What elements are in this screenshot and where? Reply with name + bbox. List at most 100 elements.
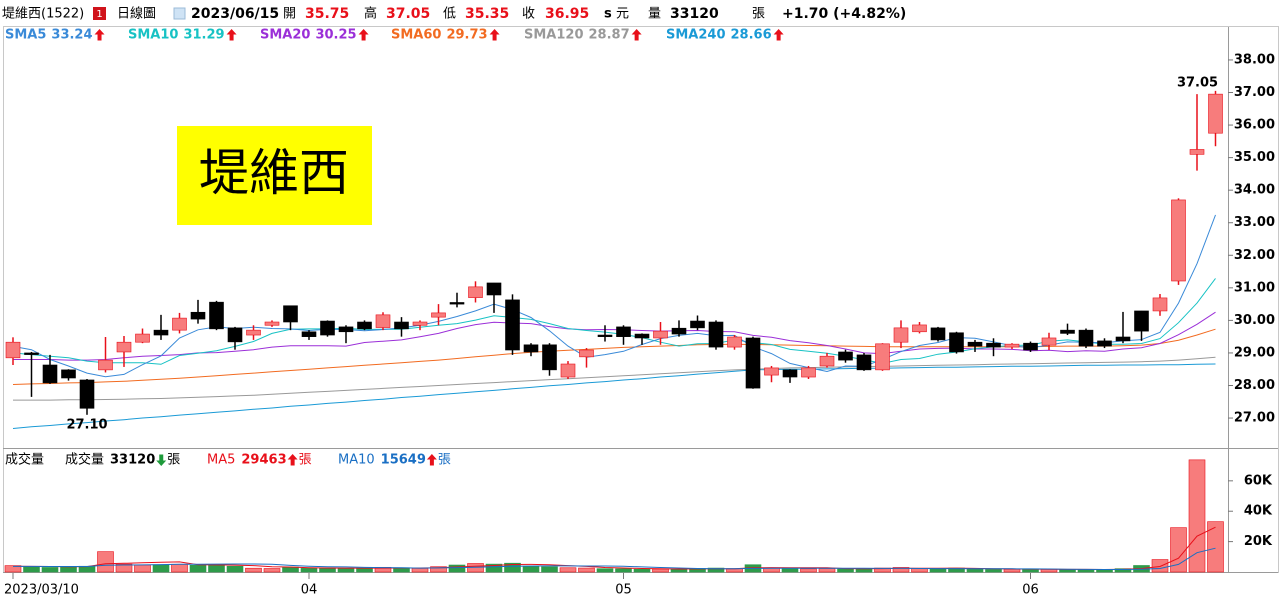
volume-bar [485,563,503,573]
high-label: 37.05 [1177,75,1218,90]
volume-bar [152,564,170,573]
overlay-box [177,126,372,225]
volume-bar [134,564,151,573]
legend-value: 28.66 [731,28,772,43]
legend-name: SMA120 [524,28,584,43]
legend-value: 15649 [381,453,426,468]
candle-body [98,359,113,371]
volume-bar [559,567,577,573]
low-value: 35.35 [465,6,509,22]
volume-bar [578,567,595,573]
y-tick-label: 29.00 [1234,345,1275,360]
candle-body [24,352,39,355]
candle-body [1134,310,1149,332]
volume-label: 量 [648,7,661,22]
arrow-up [773,29,784,41]
volume-bar [115,563,133,573]
y-tick-label: 20K [1244,534,1273,549]
volume-bar [707,567,725,573]
ma-line [13,356,1216,401]
period-icon [173,7,186,20]
candle-body [671,327,687,335]
candle-body [819,355,835,367]
low-label: 27.10 [66,417,107,432]
candle-body [172,317,187,331]
candle-body [912,324,927,333]
x-tick-label: 2023/03/10 [4,583,79,598]
candle-body [468,286,483,298]
volume-bar [929,568,947,573]
candle-body [412,321,428,326]
arrow-up [94,29,105,41]
volume-bar [60,566,77,573]
high-value: 37.05 [386,6,430,22]
candle-body [579,349,594,358]
candle-body [764,367,779,376]
candle-body [875,343,890,371]
volume-bar [1059,569,1076,573]
x-tick-label: 05 [615,583,632,598]
volume-bar [966,568,984,573]
candle-body [449,302,465,305]
volume-bar [245,567,262,573]
volume-bar [504,562,521,573]
y-tick-label: 38.00 [1234,52,1275,67]
open-value: 35.75 [305,6,349,22]
candle-body [523,344,539,353]
arrow-up [426,454,437,466]
volume-bar [633,568,651,573]
legend-value: 33.24 [51,28,92,43]
volume-ma-line [13,547,1216,570]
volume-bar [800,568,817,573]
volume-bar [1003,568,1021,573]
volume-bar [781,568,799,573]
plot: 27.00 28.00 29.00 30.00 31.00 32.00 33.00 34.00… [4,28,1275,598]
volume-value: 33120 [670,6,719,22]
candle-body [227,327,243,343]
candle-body [190,311,206,320]
volume-bar [596,568,614,573]
candle-body [838,351,853,361]
candle-body [856,354,872,371]
legend-name: MA10 [338,453,375,468]
candle-body [283,305,298,323]
volume-bar [411,568,429,573]
legend-value: 33120 [110,453,155,468]
candle-body [486,282,502,296]
candle-body [357,321,372,330]
legend-name: 成交量 [65,452,104,468]
candle-body [745,337,761,389]
low-label: 低 [443,7,456,22]
volume-bar [1114,568,1132,573]
currency: 元 [616,7,629,22]
candle-body [338,326,354,333]
ma-line [12,363,1216,429]
candle-body [653,330,668,339]
candle-body [264,321,280,326]
y-tick-label: 30.00 [1234,313,1275,328]
candle-body [801,367,816,378]
volume-bar [189,565,207,573]
volume-bar [430,566,447,573]
volume-bar [356,567,373,573]
arrow-up [226,29,237,41]
candle-body [116,341,132,353]
legend-value: 31.29 [183,28,224,43]
volume-bar [171,563,188,573]
legend-name: MA5 [207,453,235,468]
y-tick-label: 34.00 [1234,183,1275,198]
arrow-up [631,29,642,41]
candle-body [560,363,576,378]
candle-body [708,321,724,348]
legend-name: SMA20 [260,28,310,43]
candle-body [1208,93,1223,134]
volume-bar [23,566,40,573]
candle-body [930,327,946,341]
candle-body [1004,343,1020,348]
volume-bar [4,565,22,573]
candle-body [209,301,224,330]
legend-name: SMA60 [391,28,441,43]
